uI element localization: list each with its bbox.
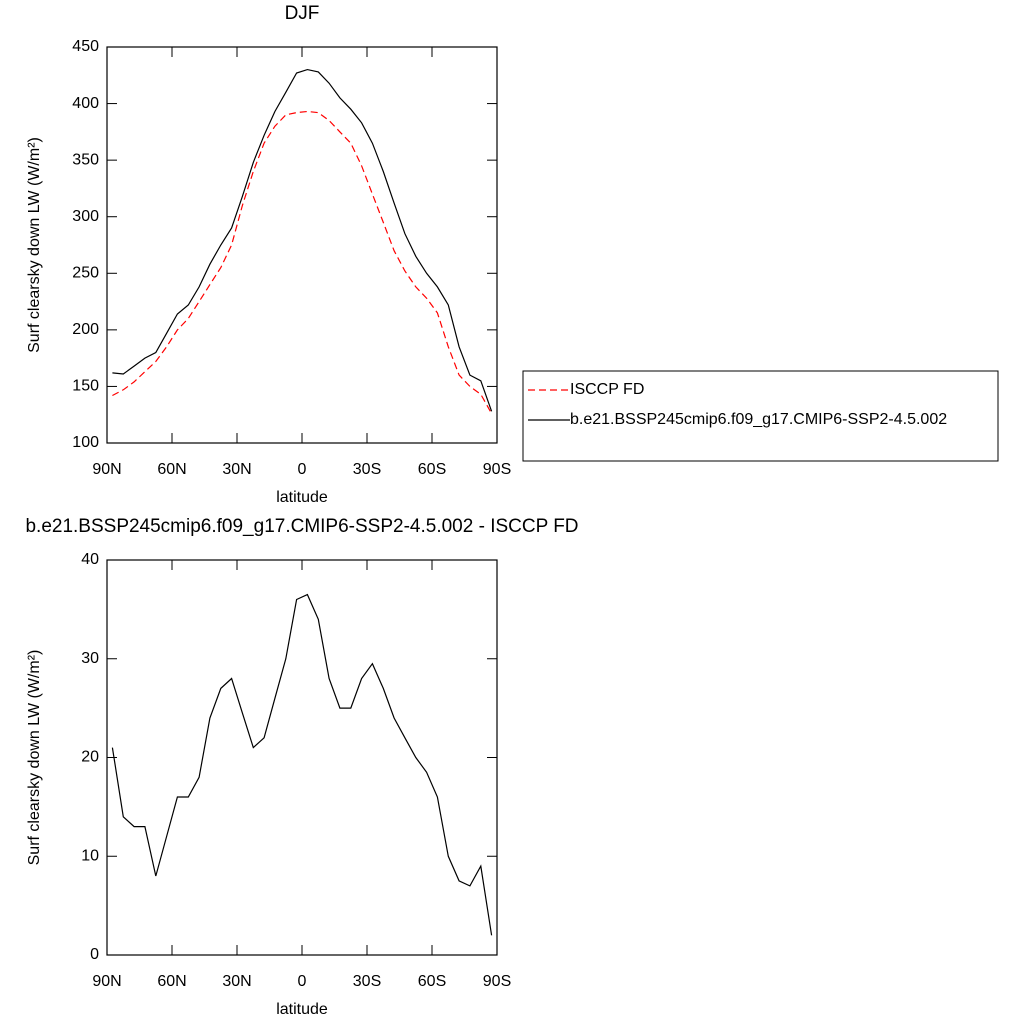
y-tick-label: 20 <box>81 749 99 766</box>
y-axis-label: Surf clearsky down LW (W/m²) <box>26 137 43 353</box>
y-tick-label: 350 <box>72 151 99 168</box>
x-tick-label: 60N <box>157 461 186 478</box>
y-tick-label: 30 <box>81 650 99 667</box>
x-tick-label: 30S <box>353 973 381 990</box>
legend-label: ISCCP FD <box>570 381 644 398</box>
x-tick-label: 60N <box>157 973 186 990</box>
y-tick-label: 100 <box>72 434 99 451</box>
y-tick-label: 10 <box>81 847 99 864</box>
legend-label: b.e21.BSSP245cmip6.f09_g17.CMIP6-SSP2-4.… <box>570 411 947 428</box>
x-tick-label: 90S <box>483 461 511 478</box>
y-tick-label: 150 <box>72 378 99 395</box>
data-line <box>112 110 493 414</box>
y-tick-label: 300 <box>72 208 99 225</box>
x-axis-label: latitude <box>276 1001 328 1018</box>
x-tick-label: 30N <box>222 461 251 478</box>
x-axis-label: latitude <box>276 489 328 506</box>
x-tick-label: 90N <box>92 461 121 478</box>
x-tick-label: 30S <box>353 461 381 478</box>
chart-title: b.e21.BSSP245cmip6.f09_g17.CMIP6-SSP2-4.… <box>25 516 578 537</box>
y-tick-label: 450 <box>72 38 99 55</box>
x-tick-label: 90N <box>92 973 121 990</box>
y-tick-label: 250 <box>72 265 99 282</box>
x-tick-label: 30N <box>222 973 251 990</box>
y-tick-label: 200 <box>72 321 99 338</box>
data-line <box>112 68 493 412</box>
x-tick-label: 60S <box>418 461 446 478</box>
data-line <box>111 593 493 936</box>
x-tick-label: 0 <box>298 973 307 990</box>
plot-frame <box>106 559 498 956</box>
plot-frame <box>106 46 498 444</box>
x-tick-label: 90S <box>483 973 511 990</box>
x-tick-label: 60S <box>418 973 446 990</box>
y-tick-label: 40 <box>81 551 99 568</box>
x-tick-label: 0 <box>298 461 307 478</box>
y-tick-label: 400 <box>72 95 99 112</box>
y-axis-label: Surf clearsky down LW (W/m²) <box>26 650 43 866</box>
y-tick-label: 0 <box>90 946 99 963</box>
legend-box <box>522 370 999 462</box>
chart-title: DJF <box>285 3 320 24</box>
